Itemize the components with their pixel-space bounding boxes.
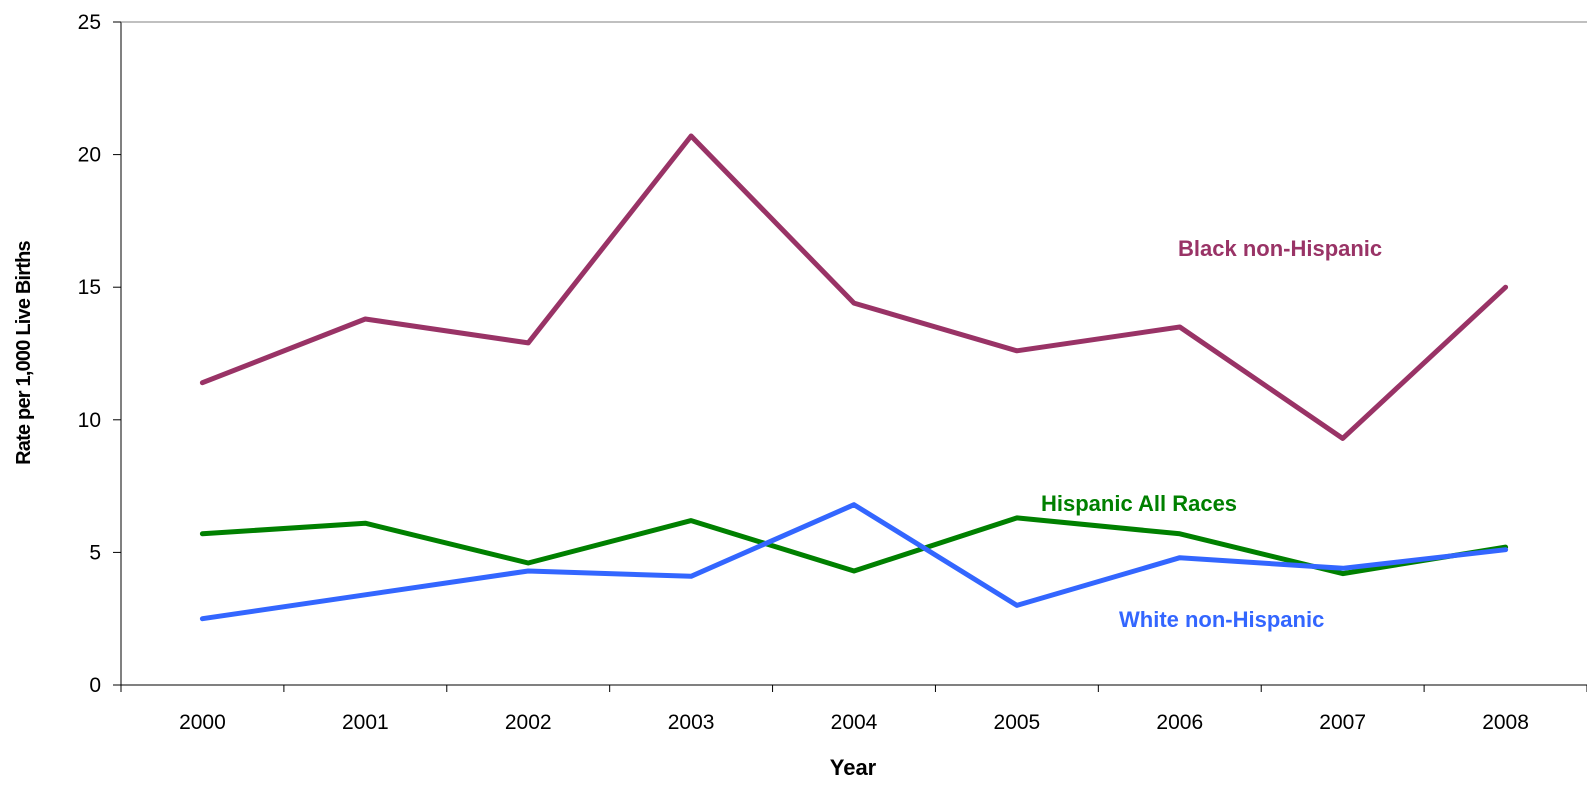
- x-tick-label: 2006: [1156, 711, 1203, 734]
- y-tick-label: 5: [89, 541, 101, 564]
- x-axis-title: Year: [830, 755, 877, 780]
- y-tick-label: 15: [78, 276, 101, 299]
- x-tick-label: 2000: [179, 711, 226, 734]
- series-label-black-non-hispanic: Black non-Hispanic: [1178, 236, 1382, 261]
- series-line-black-non-hispanic: [199, 133, 1509, 441]
- x-tick-label: 2008: [1482, 711, 1529, 734]
- y-tick-label: 0: [89, 674, 101, 697]
- series-label-white-non-hispanic: White non-Hispanic: [1119, 607, 1324, 632]
- x-tick-label: 2003: [668, 711, 715, 734]
- y-ticks: 0 5 10 15 20 25: [78, 11, 121, 697]
- axes: [120, 21, 1587, 686]
- y-tick-label: 20: [78, 144, 101, 167]
- y-tick-label: 10: [78, 409, 101, 432]
- x-ticks: 2000 2001 2002 2003 2004 2005 2006 2007 2008: [120, 685, 1587, 734]
- series-label-hispanic-all-races: Hispanic All Races: [1041, 491, 1237, 516]
- x-tick-label: 2005: [994, 711, 1041, 734]
- series-lines: [199, 133, 1509, 622]
- x-tick-label: 2001: [342, 711, 389, 734]
- x-tick-label: 2004: [831, 711, 878, 734]
- y-tick-label: 25: [78, 11, 101, 34]
- x-tick-label: 2002: [505, 711, 552, 734]
- series-line-white-non-hispanic: [199, 502, 1509, 622]
- x-tick-label: 2007: [1319, 711, 1366, 734]
- y-axis-title: Rate per 1,000 Live Births: [13, 240, 35, 464]
